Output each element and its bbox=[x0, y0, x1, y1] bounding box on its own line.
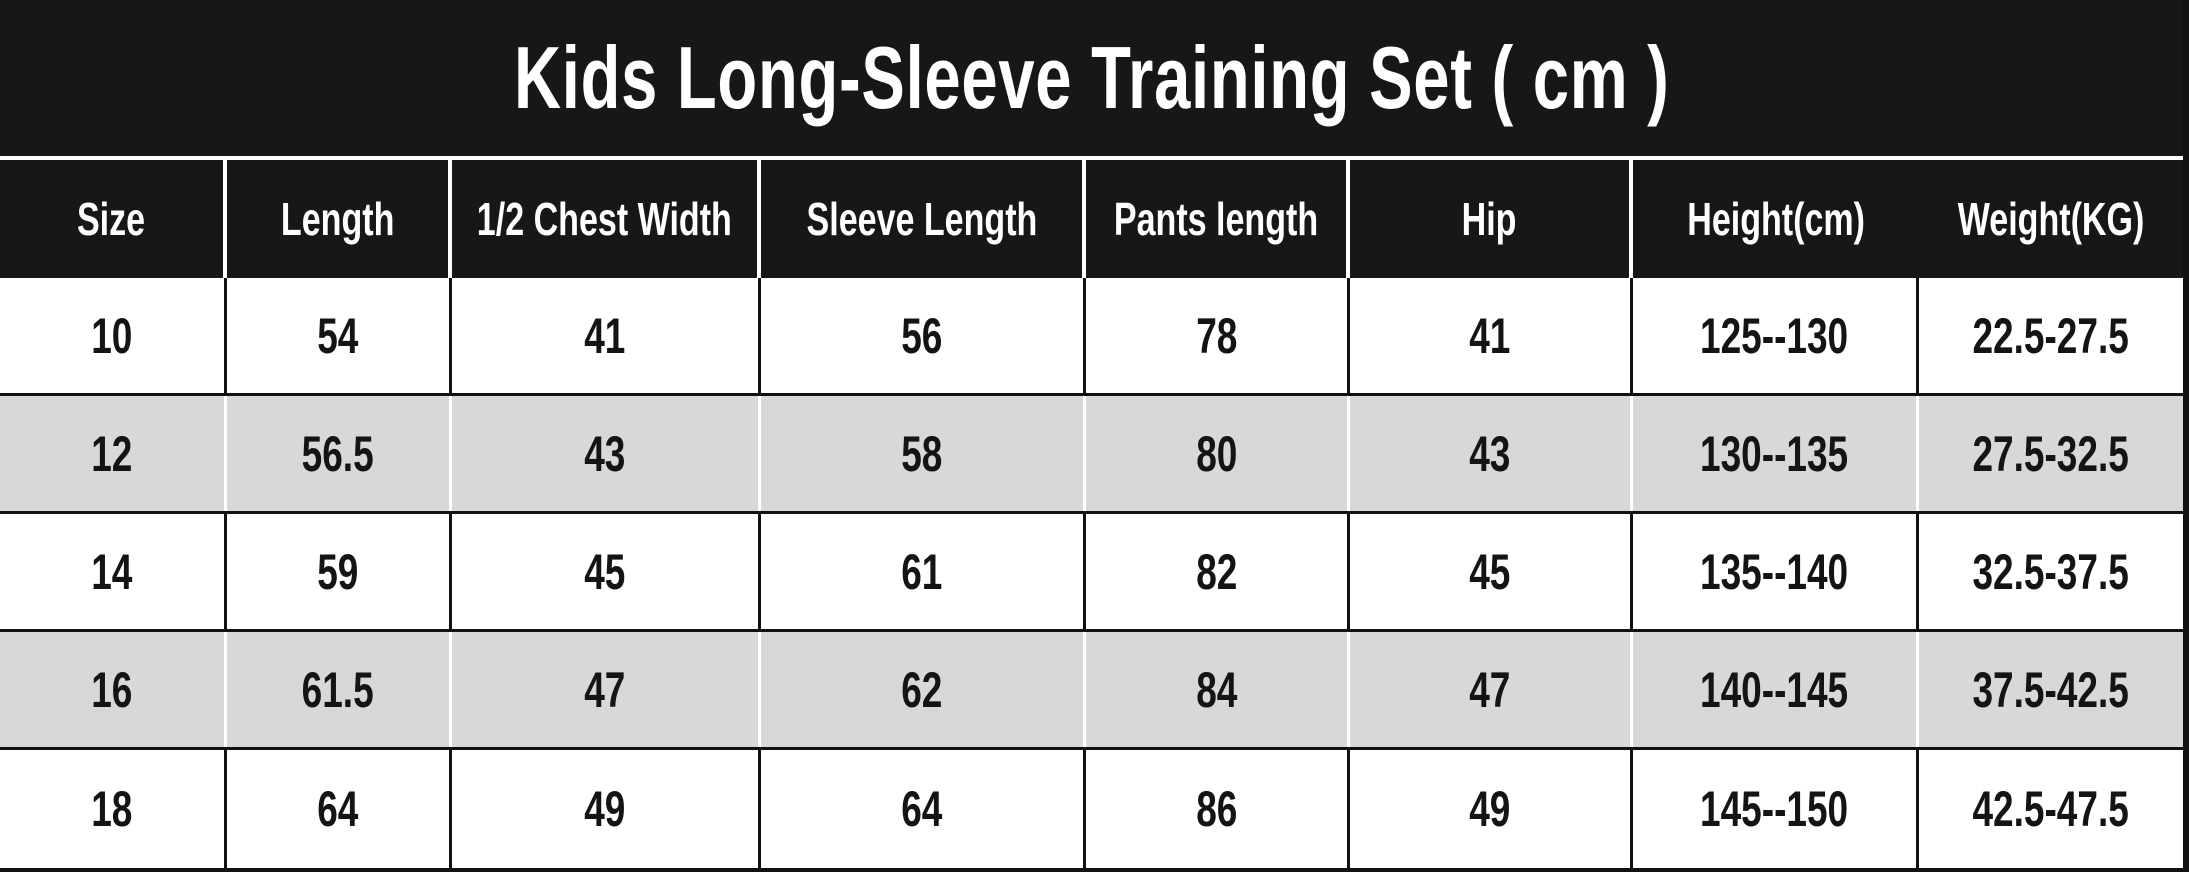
table-cell-length: 54 bbox=[227, 278, 452, 393]
chart-title-band: Kids Long-Sleeve Training Set ( cm ) bbox=[0, 0, 2183, 160]
table-cell-hip: 49 bbox=[1350, 750, 1633, 868]
table-cell-weight-kg: 42.5-47.5 bbox=[1972, 781, 2130, 837]
table-cell-size: 10 bbox=[0, 278, 227, 393]
table-cell-hip: 47 bbox=[1350, 632, 1633, 747]
table-cell-size: 18 bbox=[0, 750, 227, 868]
table-row: 16 61.5 47 62 84 47 140--145 37.5-42.5 bbox=[0, 632, 2183, 750]
table-cell-weight-kg: 22.5-27.5 bbox=[1972, 307, 2130, 364]
table-cell-length: 59 bbox=[227, 514, 452, 629]
table-cell-pants-length: 84 bbox=[1086, 632, 1350, 747]
table-cell-hip: 45 bbox=[1350, 514, 1633, 629]
table-cell-weight-kg: 37.5-42.5 bbox=[1972, 661, 2130, 718]
table-cell-height-cm: 145--150 bbox=[1633, 750, 1919, 868]
column-header-pants-length: Pants length bbox=[1086, 160, 1350, 278]
table-cell-length: 61.5 bbox=[227, 632, 452, 747]
table-cell-sleeve-length: 62 bbox=[761, 632, 1086, 747]
table-cell-sleeve-length: 64 bbox=[761, 750, 1086, 868]
table-cell-size: 14 bbox=[0, 514, 227, 629]
table-cell-half-chest-width: 45 bbox=[452, 514, 761, 629]
table-cell-size: 12 bbox=[0, 396, 227, 511]
table-cell-pants-length: 78 bbox=[1086, 278, 1350, 393]
table-cell-weight-kg: 27.5-32.5 bbox=[1972, 425, 2130, 482]
chart-title: Kids Long-Sleeve Training Set ( cm ) bbox=[513, 28, 1670, 127]
table-cell-size: 16 bbox=[0, 632, 227, 747]
column-header-size: Size bbox=[0, 160, 227, 278]
table-cell-pants-length: 86 bbox=[1086, 750, 1350, 868]
table-row: 14 59 45 61 82 45 135--140 32.5-37.5 bbox=[0, 514, 2183, 632]
table-cell-hip: 43 bbox=[1350, 396, 1633, 511]
column-header-hip: Hip bbox=[1350, 160, 1633, 278]
column-header-height-cm: Height(cm) bbox=[1687, 193, 1865, 245]
column-header-sleeve-length: Sleeve Length bbox=[761, 160, 1086, 278]
table-cell-sleeve-length: 58 bbox=[761, 396, 1086, 511]
table-cell-half-chest-width: 43 bbox=[452, 396, 761, 511]
table-header-row: Size Length 1/2 Chest Width Sleeve Lengt… bbox=[0, 160, 2183, 278]
table-cell-half-chest-width: 49 bbox=[452, 750, 761, 868]
table-cell-length: 64 bbox=[227, 750, 452, 868]
table-row: 12 56.5 43 58 80 43 130--135 27.5-32.5 bbox=[0, 396, 2183, 514]
table-cell-length: 56.5 bbox=[227, 396, 452, 511]
column-header-weight-kg: Weight(KG) bbox=[1957, 193, 2145, 245]
table-cell-sleeve-length: 56 bbox=[761, 278, 1086, 393]
table-cell-height-cm: 125--130 bbox=[1633, 278, 1919, 393]
table-cell-pants-length: 80 bbox=[1086, 396, 1350, 511]
table-cell-hip: 41 bbox=[1350, 278, 1633, 393]
column-header-length: Length bbox=[227, 160, 452, 278]
table-cell-half-chest-width: 47 bbox=[452, 632, 761, 747]
table-cell-weight-kg: 32.5-37.5 bbox=[1972, 543, 2130, 600]
table-cell-pants-length: 82 bbox=[1086, 514, 1350, 629]
table-cell-height-cm: 130--135 bbox=[1633, 396, 1919, 511]
column-header-half-chest-width: 1/2 Chest Width bbox=[452, 160, 761, 278]
table-cell-height-cm: 140--145 bbox=[1633, 632, 1919, 747]
table-row: 18 64 49 64 86 49 145--150 42.5-47.5 bbox=[0, 750, 2183, 868]
table-cell-sleeve-length: 61 bbox=[761, 514, 1086, 629]
table-cell-half-chest-width: 41 bbox=[452, 278, 761, 393]
table-row: 10 54 41 56 78 41 125--130 22.5-27.5 bbox=[0, 278, 2183, 396]
table-cell-height-cm: 135--140 bbox=[1633, 514, 1919, 629]
